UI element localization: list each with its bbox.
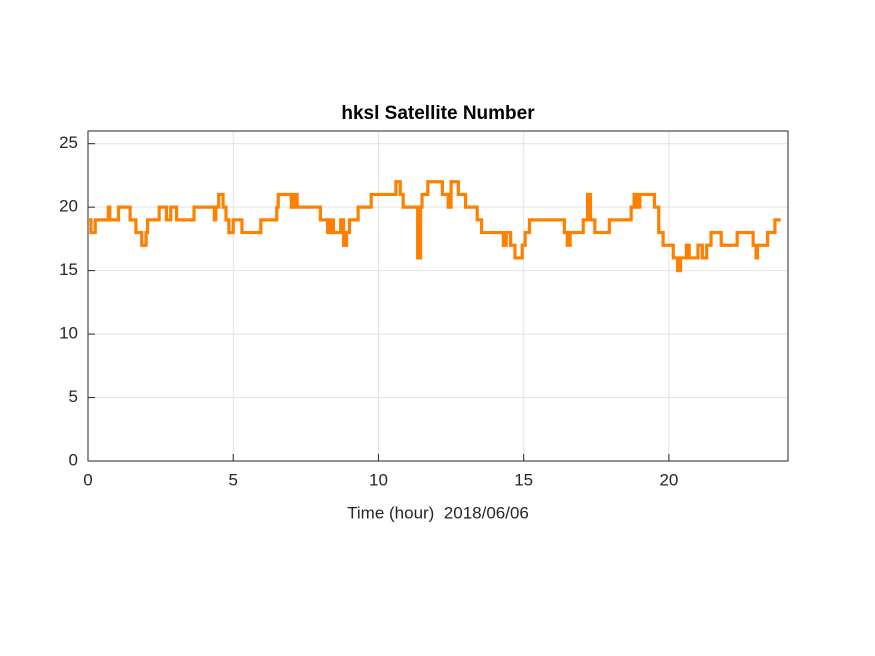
y-tick-label: 20 xyxy=(59,197,78,216)
axes-box xyxy=(87,130,789,462)
plot-area xyxy=(88,131,788,461)
y-tick-label: 25 xyxy=(59,133,78,152)
x-tick-label: 10 xyxy=(369,470,388,489)
data-line xyxy=(88,180,781,273)
x-axis-label: Time (hour) 2018/06/06 xyxy=(347,503,529,522)
x-tick-label: 5 xyxy=(228,470,237,489)
y-tick-label: 5 xyxy=(69,387,78,406)
y-tick-label: 0 xyxy=(69,450,78,469)
y-tick-label: 10 xyxy=(59,324,78,343)
x-tick-label: 15 xyxy=(514,470,533,489)
chart-title: hksl Satellite Number xyxy=(341,103,535,124)
y-tick-label: 15 xyxy=(59,260,78,279)
x-tick-label: 20 xyxy=(659,470,678,489)
x-tick-label: 0 xyxy=(83,470,92,489)
